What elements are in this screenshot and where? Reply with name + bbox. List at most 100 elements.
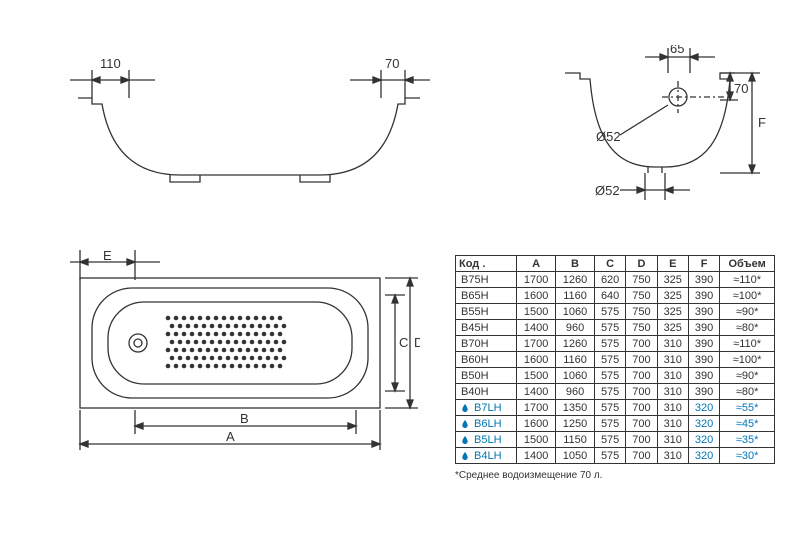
table-cell: 310: [657, 368, 688, 384]
table-cell: B50H: [456, 368, 517, 384]
table-cell: B7LH: [456, 400, 517, 416]
table-cell: 310: [657, 432, 688, 448]
table-header-cell: B: [556, 256, 595, 272]
plan-view-drawing: E C D B A: [70, 250, 420, 470]
table-body: B75H17001260620750325390≈110*B65H1600116…: [456, 272, 775, 464]
table-cell: 325: [657, 320, 688, 336]
table-cell: 1060: [556, 368, 595, 384]
table-cell: B65H: [456, 288, 517, 304]
table-cell: 1700: [517, 400, 556, 416]
table-row: B4LH14001050575700310320≈30*: [456, 448, 775, 464]
table-header-cell: E: [657, 256, 688, 272]
dim-65-label: 65: [670, 45, 684, 56]
table-cell: 750: [626, 320, 657, 336]
table-cell: 750: [626, 288, 657, 304]
table-row: B75H17001260620750325390≈110*: [456, 272, 775, 288]
table-cell: 750: [626, 304, 657, 320]
table-cell: ≈90*: [720, 304, 775, 320]
table-cell: 1400: [517, 320, 556, 336]
table-cell: 700: [626, 432, 657, 448]
table-cell: 390: [688, 352, 719, 368]
table-cell: 1700: [517, 336, 556, 352]
table-row: B70H17001260575700310390≈110*: [456, 336, 775, 352]
anti-slip-pattern: [166, 316, 287, 369]
table-cell: 700: [626, 416, 657, 432]
table-cell: ≈90*: [720, 368, 775, 384]
table-cell: 575: [594, 320, 625, 336]
table-cell: 1260: [556, 272, 595, 288]
table-header-cell: C: [594, 256, 625, 272]
table-cell: 575: [594, 384, 625, 400]
table-cell: 390: [688, 336, 719, 352]
table-cell: 390: [688, 288, 719, 304]
table-cell: 1600: [517, 352, 556, 368]
table-cell: 575: [594, 416, 625, 432]
table-cell: 325: [657, 304, 688, 320]
table-row: B5LH15001150575700310320≈35*: [456, 432, 775, 448]
table-cell: 1400: [517, 384, 556, 400]
side-elevation-drawing: 110 70: [70, 40, 440, 210]
table-cell: 700: [626, 336, 657, 352]
table-cell: B75H: [456, 272, 517, 288]
table-cell: 1150: [556, 432, 595, 448]
table-cell: 575: [594, 400, 625, 416]
table-cell: 1050: [556, 448, 595, 464]
table-cell: 700: [626, 352, 657, 368]
table-cell: B55H: [456, 304, 517, 320]
table-cell: 1600: [517, 288, 556, 304]
dim-70-side-label: 70: [385, 56, 399, 71]
dim-E-label: E: [103, 250, 112, 263]
dim-A-label: A: [226, 429, 235, 444]
table-row: B7LH17001350575700310320≈55*: [456, 400, 775, 416]
table-cell: 1060: [556, 304, 595, 320]
table-cell: 325: [657, 288, 688, 304]
table-cell: B5LH: [456, 432, 517, 448]
table-cell: 320: [688, 432, 719, 448]
table-cell: 1400: [517, 448, 556, 464]
table-cell: 640: [594, 288, 625, 304]
table-cell: B6LH: [456, 416, 517, 432]
table-cell: ≈35*: [720, 432, 775, 448]
table-cell: 575: [594, 352, 625, 368]
table-cell: 1500: [517, 368, 556, 384]
table-cell: 750: [626, 272, 657, 288]
table-cell: 1160: [556, 352, 595, 368]
table-cell: ≈100*: [720, 352, 775, 368]
table-row: B45H1400960575750325390≈80*: [456, 320, 775, 336]
table-header-row: Код .ABCDEFОбъем: [456, 256, 775, 272]
table-cell: 310: [657, 416, 688, 432]
table-row: B55H15001060575750325390≈90*: [456, 304, 775, 320]
table-cell: ≈55*: [720, 400, 775, 416]
table-cell: 1250: [556, 416, 595, 432]
table-cell: 575: [594, 432, 625, 448]
top-drawings: 110 70: [0, 40, 800, 230]
table-cell: 700: [626, 384, 657, 400]
table-cell: 390: [688, 304, 719, 320]
table-cell: ≈45*: [720, 416, 775, 432]
table-cell: 575: [594, 368, 625, 384]
table-cell: 1500: [517, 304, 556, 320]
table-cell: 310: [657, 384, 688, 400]
dim-B-label: B: [240, 411, 249, 426]
table-cell: 1160: [556, 288, 595, 304]
table-cell: 325: [657, 272, 688, 288]
table-header-cell: A: [517, 256, 556, 272]
table-cell: 310: [657, 352, 688, 368]
table-header-cell: Объем: [720, 256, 775, 272]
table-cell: 575: [594, 304, 625, 320]
diam52-bottom-label: Ø52: [595, 183, 620, 198]
table-cell: B45H: [456, 320, 517, 336]
table-cell: 575: [594, 336, 625, 352]
table-header-cell: Код .: [456, 256, 517, 272]
table-cell: 700: [626, 400, 657, 416]
table-cell: 960: [556, 320, 595, 336]
table-cell: 1700: [517, 272, 556, 288]
bottom-section: E C D B A Код .ABCDEFОбъем B75H170012606…: [0, 250, 800, 510]
table-cell: B40H: [456, 384, 517, 400]
table-cell: 320: [688, 416, 719, 432]
dim-C-label: C: [399, 335, 408, 350]
footnote: *Среднее водоизмещение 70 л.: [455, 470, 775, 481]
table-cell: ≈30*: [720, 448, 775, 464]
table-cell: 310: [657, 400, 688, 416]
table-cell: 960: [556, 384, 595, 400]
